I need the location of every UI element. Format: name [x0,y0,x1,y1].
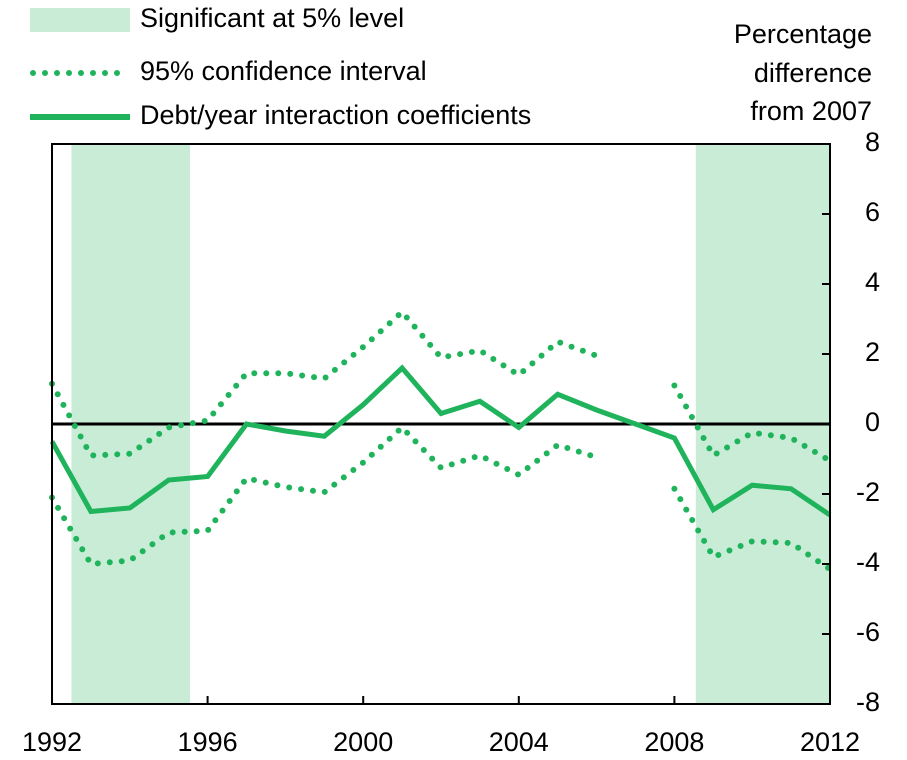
legend-label: Debt/year interaction coefficients [140,100,531,130]
plot-frame [51,143,831,705]
y-axis-title: from 2007 [750,96,872,126]
x-tick-label: 2012 [800,727,860,757]
confidence-line [49,307,833,464]
x-tick-label: 1996 [178,727,238,757]
y-tick-label: 8 [865,127,880,157]
y-tick-label: 4 [865,267,880,297]
legend-swatch [30,8,130,32]
y-tick-label: -8 [856,687,880,717]
y-tick-label: 0 [865,407,880,437]
x-tick-label: 2004 [489,727,549,757]
legend-label: 95% confidence interval [140,56,427,86]
confidence-line [49,423,833,573]
y-axis-title: difference [754,58,872,88]
x-tick-label: 2000 [333,727,393,757]
series-line [49,364,832,518]
y-tick-label: 6 [865,197,880,227]
x-tick-label: 1992 [22,727,82,757]
legend-label: Significant at 5% level [140,3,404,33]
y-tick-label: 2 [865,337,880,367]
y-tick-label: -6 [856,617,880,647]
x-tick-label: 2008 [644,727,704,757]
y-tick-label: -2 [856,477,880,507]
y-tick-label: -4 [856,547,880,577]
y-axis-title: Percentage [734,19,872,49]
